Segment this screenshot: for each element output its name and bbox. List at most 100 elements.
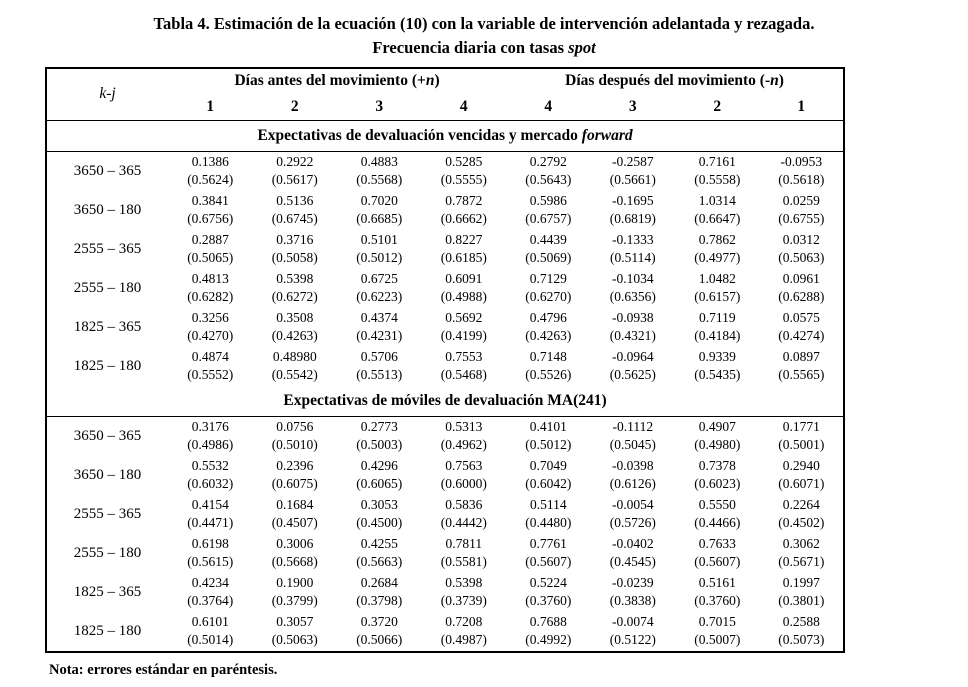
data-cell: 0.5224 (0.3760)	[506, 573, 591, 612]
standard-error: (0.5114)	[609, 250, 656, 266]
data-cell: 0.2396 (0.6075)	[253, 456, 338, 495]
coefficient-value: -0.2587	[611, 154, 654, 170]
data-cell: 0.2588 (0.5073)	[760, 612, 845, 652]
standard-error: (0.5671)	[778, 554, 825, 570]
standard-error: (0.4274)	[778, 328, 825, 344]
data-cell: 0.5161 (0.3760)	[675, 573, 760, 612]
standard-error: (0.4986)	[187, 437, 234, 453]
standard-error: (0.4442)	[440, 515, 487, 531]
coefficient-value: 0.5224	[529, 575, 567, 591]
coefficient-value: 0.4234	[191, 575, 229, 591]
standard-error: (0.4977)	[694, 250, 741, 266]
coefficient-value: 0.3508	[276, 310, 314, 326]
coefficient-value: 0.4439	[529, 232, 567, 248]
coefficient-value: 0.7148	[529, 349, 567, 365]
data-cell: 0.4907 (0.4980)	[675, 416, 760, 456]
col-group-days-before: Días antes del movimiento (+n)	[234, 72, 440, 90]
coefficient-value: 0.0312	[782, 232, 820, 248]
data-cell: 0.5706 (0.5513)	[337, 347, 422, 386]
data-cell: -0.1112 (0.5045)	[591, 416, 676, 456]
coefficient-value: 0.5285	[445, 154, 483, 170]
coefficient-value: 0.6091	[445, 271, 483, 287]
data-cell: 0.7688 (0.4992)	[506, 612, 591, 652]
coefficient-value: 0.7015	[698, 614, 736, 630]
data-cell: 0.5285 (0.5555)	[422, 151, 507, 191]
data-cell: -0.0054 (0.5726)	[591, 495, 676, 534]
standard-error: (0.4507)	[271, 515, 318, 531]
data-cell: 0.0259 (0.6755)	[760, 191, 845, 230]
standard-error: (0.5468)	[440, 367, 487, 383]
coefficient-value: 0.5706	[360, 349, 398, 365]
data-cell: 0.2684 (0.3798)	[337, 573, 422, 612]
coefficient-value: 1.0314	[698, 193, 736, 209]
standard-error: (0.5607)	[694, 554, 741, 570]
coefficient-value: 0.1386	[191, 154, 229, 170]
table-row: 3650 – 365 0.1386 (0.5624) 0.2922 (0.5617) 0.…	[46, 151, 844, 191]
standard-error: (0.6757)	[525, 211, 572, 227]
data-cell: 0.48980 (0.5542)	[253, 347, 338, 386]
coefficient-value: 0.7761	[529, 536, 567, 552]
data-cell: 0.0575 (0.4274)	[760, 308, 845, 347]
row-label: 1825 – 180	[73, 623, 142, 640]
table-row: 1825 – 180 0.6101 (0.5014) 0.3057 (0.5063) 0.…	[46, 612, 844, 652]
standard-error: (0.5001)	[778, 437, 825, 453]
row-label: 3650 – 180	[73, 202, 142, 219]
table-row: 2555 – 365 0.4154 (0.4471) 0.1684 (0.4507) 0.…	[46, 495, 844, 534]
standard-error: (0.6282)	[187, 289, 234, 305]
data-cell: 0.4883 (0.5568)	[337, 151, 422, 191]
coefficient-value: 0.5398	[276, 271, 314, 287]
data-cell: 0.4439 (0.5069)	[506, 230, 591, 269]
standard-error: (0.4471)	[187, 515, 234, 531]
col-number: 1	[168, 93, 253, 121]
standard-error: (0.6071)	[778, 476, 825, 492]
standard-error: (0.4500)	[356, 515, 403, 531]
row-label: 3650 – 365	[73, 163, 142, 180]
data-cell: 0.7862 (0.4977)	[675, 230, 760, 269]
data-cell: 0.7208 (0.4987)	[422, 612, 507, 652]
coefficient-value: 0.7872	[445, 193, 483, 209]
data-cell: -0.1333 (0.5114)	[591, 230, 676, 269]
standard-error: (0.6223)	[356, 289, 403, 305]
standard-error: (0.6042)	[525, 476, 572, 492]
data-cell: 0.4234 (0.3764)	[168, 573, 253, 612]
data-cell: 0.4796 (0.4263)	[506, 308, 591, 347]
coefficient-value: 0.3176	[191, 419, 229, 435]
standard-error: (0.4321)	[609, 328, 656, 344]
standard-error: (0.5643)	[525, 172, 572, 188]
standard-error: (0.5565)	[778, 367, 825, 383]
coefficient-value: -0.0953	[780, 154, 823, 170]
standard-error: (0.5607)	[525, 554, 572, 570]
coefficient-value: 0.3256	[191, 310, 229, 326]
data-cell: 0.3062 (0.5671)	[760, 534, 845, 573]
data-cell: 0.2940 (0.6071)	[760, 456, 845, 495]
coefficient-value: 0.9339	[698, 349, 736, 365]
data-cell: 0.0756 (0.5010)	[253, 416, 338, 456]
standard-error: (0.4231)	[356, 328, 403, 344]
data-cell: 0.6091 (0.4988)	[422, 269, 507, 308]
standard-error: (0.5122)	[609, 632, 656, 648]
standard-error: (0.5007)	[694, 632, 741, 648]
data-cell: 0.4296 (0.6065)	[337, 456, 422, 495]
data-cell: 0.4101 (0.5012)	[506, 416, 591, 456]
data-cell: 0.3508 (0.4263)	[253, 308, 338, 347]
data-cell: 0.2922 (0.5617)	[253, 151, 338, 191]
data-cell: 0.3720 (0.5066)	[337, 612, 422, 652]
coefficient-value: -0.0938	[611, 310, 654, 326]
coefficient-value: 0.2940	[782, 458, 820, 474]
col-number: 3	[337, 93, 422, 121]
row-label: 1825 – 365	[73, 584, 142, 601]
data-cell: 0.7633 (0.5607)	[675, 534, 760, 573]
coefficient-value: 0.4874	[191, 349, 229, 365]
coefficient-value: 0.3841	[191, 193, 229, 209]
col-number: 3	[590, 93, 676, 121]
data-cell: 0.5114 (0.4480)	[506, 495, 591, 534]
coefficient-value: 0.5136	[276, 193, 314, 209]
standard-error: (0.6356)	[609, 289, 656, 305]
coefficient-value: 0.3062	[782, 536, 820, 552]
row-label: 2555 – 180	[73, 545, 142, 562]
standard-error: (0.5555)	[440, 172, 487, 188]
coefficient-value: 0.7688	[529, 614, 567, 630]
standard-error: (0.5003)	[356, 437, 403, 453]
coefficient-value: 0.1684	[276, 497, 314, 513]
data-cell: 0.7811 (0.5581)	[422, 534, 507, 573]
